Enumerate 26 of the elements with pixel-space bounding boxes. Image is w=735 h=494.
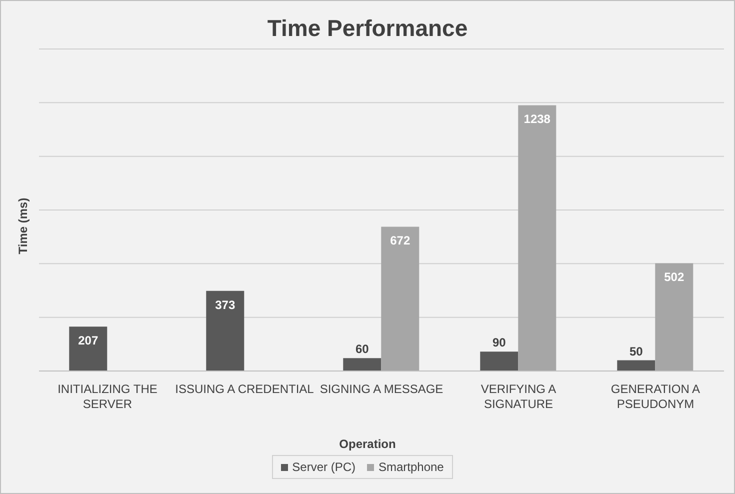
x-tick-label: VERIFYING A SIGNATURE (480, 382, 556, 411)
bar (343, 358, 382, 371)
x-tick-label: INITIALIZING THE SERVER (58, 382, 158, 411)
x-tick-label: ISSUING A CREDENTIAL (175, 382, 314, 396)
data-label: 90 (492, 336, 506, 350)
bar (69, 326, 108, 371)
legend-label: Server (PC) (291, 460, 356, 474)
data-label: 207 (78, 334, 98, 348)
data-label: 1238 (524, 112, 551, 126)
data-label: 502 (664, 270, 684, 284)
x-axis-title: Operation (338, 437, 397, 451)
legend-label: Smartphone (377, 460, 444, 474)
bar (206, 290, 244, 371)
bar (480, 352, 518, 371)
x-tick-label: SIGNING A MESSAGE (320, 382, 444, 396)
bar (655, 263, 694, 371)
bar (518, 105, 556, 371)
chart-title: Time Performance (266, 15, 469, 42)
y-axis-title: Time (ms) (16, 198, 30, 254)
bar (617, 360, 656, 371)
data-label: 50 (629, 344, 644, 358)
bar (381, 226, 420, 371)
data-label: 60 (355, 342, 370, 356)
data-label: 672 (390, 234, 410, 248)
x-tick-label: GENERATION A PSEUDONYM (610, 382, 700, 411)
data-label: 373 (215, 298, 236, 312)
